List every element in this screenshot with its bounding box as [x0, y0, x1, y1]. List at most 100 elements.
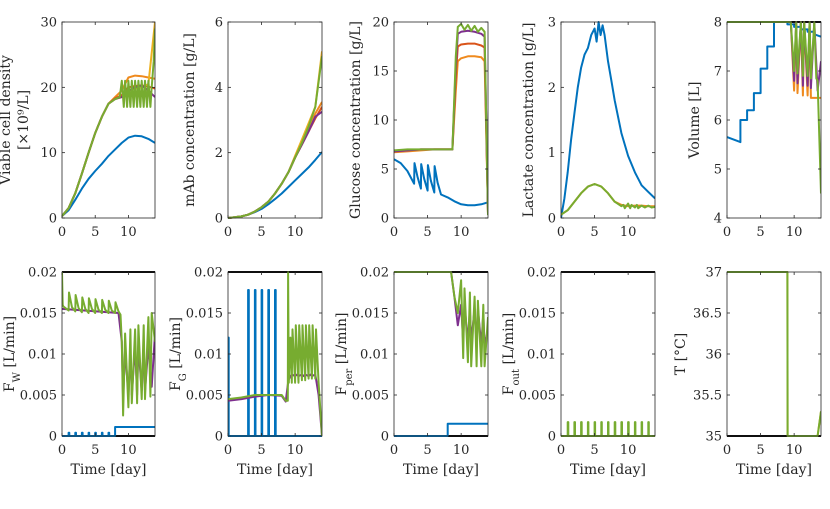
series-group — [228, 271, 322, 437]
series-group — [727, 271, 821, 437]
subplot-10: 0 5 10 35 35.5 36 36.5 37 T [°C] Time [day] — [673, 266, 822, 478]
y-axis-label: Lactate concentration [g/L] — [521, 23, 537, 218]
x-tick-label: 0 — [557, 443, 565, 458]
series-group — [228, 51, 322, 219]
y-axis-label: Viable cell density — [0, 55, 14, 186]
x-tick-label: 10 — [287, 443, 304, 458]
y-tick-label: 35.5 — [693, 389, 722, 404]
axes-box — [560, 21, 656, 219]
series-line-blue — [228, 151, 322, 219]
x-tick-label: 10 — [120, 443, 137, 458]
x-tick-label: 0 — [723, 225, 731, 240]
series-line-orange — [394, 55, 488, 214]
y-tick-label: 0 — [548, 430, 556, 445]
x-tick-label: 10 — [453, 443, 470, 458]
y-tick-label: 36 — [705, 348, 722, 363]
y-tick-label: 0.02 — [194, 266, 223, 281]
y-tick-label: 8 — [714, 16, 722, 31]
series-line-blue — [62, 134, 155, 217]
x-tick-label: 5 — [91, 225, 99, 240]
series-line-blue — [561, 21, 655, 219]
subplot-4: 0 5 10 0 1 2 3 Lactate concentration [g/L] — [521, 16, 656, 240]
y-axis-label: Volume [L] — [687, 82, 703, 160]
y-tick-label: 0.005 — [20, 389, 57, 404]
y-axis-label: Fout [L/min] — [501, 313, 522, 395]
y-tick-label: 0.015 — [20, 307, 57, 322]
y-tick-label: 0.015 — [186, 307, 223, 322]
y-axis-label: mAb concentration [g/L] — [182, 33, 198, 207]
series-group — [62, 271, 155, 437]
y-tick-label: 0.015 — [519, 307, 556, 322]
series-line-green — [62, 271, 155, 417]
x-tick-label: 0 — [58, 225, 66, 240]
series-line-green — [727, 271, 821, 437]
series-line-orange — [228, 101, 322, 219]
y-tick-label: 7 — [714, 65, 722, 80]
y-tick-label: 2 — [215, 146, 223, 161]
x-tick-label: 0 — [58, 443, 66, 458]
series-line-red — [394, 42, 488, 214]
y-tick-label: 36.5 — [693, 307, 722, 322]
y-tick-label: 15 — [372, 65, 389, 80]
x-tick-label: 10 — [120, 225, 137, 240]
series-line-green — [394, 23, 488, 216]
y-tick-label: 3 — [548, 16, 556, 31]
y-tick-label: 20 — [372, 16, 389, 31]
subplot-9: 0 5 10 0 0.005 0.01 0.015 0.02 Fout [L/min] Time … — [501, 266, 656, 478]
x-axis-label: Time [day] — [71, 462, 147, 478]
series-line-green — [561, 183, 655, 216]
axes-box — [393, 21, 489, 219]
y-tick-label: 10 — [372, 114, 389, 129]
x-tick-label: 0 — [390, 225, 398, 240]
x-tick-label: 5 — [756, 443, 764, 458]
x-axis-label: Time [day] — [237, 462, 313, 478]
y-tick-label: 0.015 — [352, 307, 389, 322]
x-tick-label: 5 — [590, 443, 598, 458]
x-tick-label: 5 — [257, 443, 265, 458]
y-tick-label: 0.005 — [519, 389, 556, 404]
y-tick-label: 20 — [40, 81, 57, 96]
y-tick-label: 0 — [381, 430, 389, 445]
series-line-green — [727, 21, 821, 194]
axes-box — [227, 21, 323, 219]
series-line-blue — [727, 21, 821, 144]
x-tick-label: 0 — [723, 443, 731, 458]
subplot-7: 0 5 10 0 0.005 0.01 0.015 0.02 FG [L/min] Time [d… — [168, 266, 323, 478]
series-line-green — [561, 421, 655, 437]
x-axis-label: Time [day] — [403, 462, 479, 478]
series-line-yellow — [727, 271, 821, 437]
y-axis-label-line2: [×10⁹/L] — [16, 90, 32, 150]
subplot-8: 0 5 10 0 0.005 0.01 0.015 0.02 Fper [L/min] Time … — [334, 266, 489, 478]
x-tick-label: 0 — [224, 225, 232, 240]
y-tick-label: 1 — [548, 146, 556, 161]
y-tick-label: 37 — [705, 266, 722, 281]
y-tick-label: 30 — [40, 16, 57, 31]
series-group — [394, 271, 488, 437]
y-tick-label: 4 — [714, 212, 722, 227]
series-line-blue — [394, 422, 488, 437]
y-tick-label: 35 — [705, 430, 722, 445]
y-tick-label: 5 — [714, 163, 722, 178]
x-axis-label: Time [day] — [570, 462, 646, 478]
x-tick-label: 10 — [620, 225, 637, 240]
y-tick-label: 0.02 — [527, 266, 556, 281]
y-tick-label: 0 — [49, 430, 57, 445]
y-tick-label: 5 — [381, 163, 389, 178]
y-tick-label: 0 — [215, 212, 223, 227]
y-tick-label: 0.01 — [360, 348, 389, 363]
series-line-green — [62, 28, 155, 217]
y-axis-label: T [°C] — [673, 333, 689, 375]
x-tick-label: 5 — [257, 225, 265, 240]
x-tick-label: 10 — [453, 225, 470, 240]
series-line-green — [228, 56, 322, 219]
x-tick-label: 0 — [224, 443, 232, 458]
y-tick-label: 6 — [714, 114, 722, 129]
series-line-yellow — [62, 21, 155, 217]
y-tick-label: 0 — [548, 212, 556, 227]
series-group — [727, 21, 821, 194]
axes-box — [61, 21, 156, 219]
y-tick-label: 6 — [215, 16, 223, 31]
subplot-1: 0 5 10 0 10 20 30 Viable cell density[×10⁹/L] — [0, 16, 156, 240]
series-group — [561, 271, 655, 437]
